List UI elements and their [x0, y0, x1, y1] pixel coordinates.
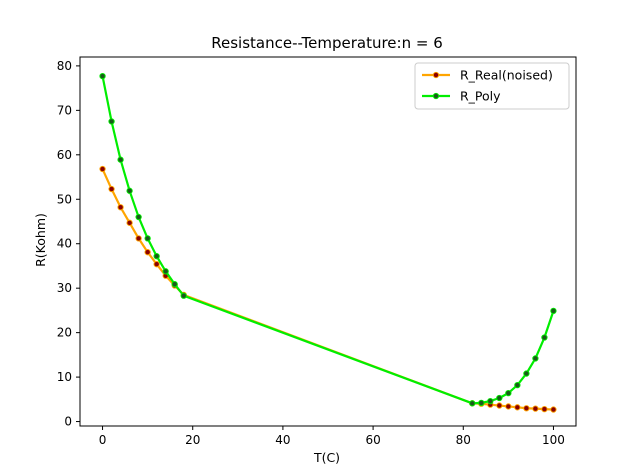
- x-tick-label: 0: [99, 433, 107, 447]
- data-point: [99, 72, 106, 80]
- data-point: [153, 253, 160, 260]
- y-tick-label: 30: [57, 281, 72, 295]
- data-point: [505, 403, 512, 410]
- data-point: [153, 261, 160, 268]
- data-point: [171, 281, 178, 288]
- legend-box: [414, 62, 570, 110]
- y-tick-label: 20: [57, 326, 72, 340]
- y-tick-label: 10: [57, 370, 72, 384]
- x-tick-label: 40: [275, 433, 290, 447]
- data-point: [541, 405, 548, 413]
- legend: R_Real(noised) R_Poly: [414, 62, 570, 110]
- x-tick-label: 100: [542, 433, 565, 447]
- data-point: [108, 185, 115, 193]
- data-point: [514, 404, 521, 411]
- y-tick-label: 40: [57, 237, 72, 251]
- data-point: [523, 370, 530, 377]
- legend-label: R_Real(noised): [460, 68, 553, 83]
- data-point: [550, 307, 557, 314]
- data-point: [126, 219, 133, 226]
- legend-label: R_Poly: [460, 89, 501, 104]
- chart-title: Resistance--Temperature:n = 6: [211, 34, 443, 52]
- data-point: [135, 213, 142, 221]
- data-point: [523, 405, 530, 412]
- axes: 0 20 40 60 80 100 0 10 20 30 40 50 60 70 80: [57, 56, 577, 447]
- y-tick-label: 80: [57, 59, 72, 73]
- data-point: [469, 400, 476, 407]
- series-line-0: [101, 167, 555, 411]
- data-point: [126, 187, 133, 194]
- data-point: [135, 235, 142, 242]
- data-point: [162, 268, 169, 275]
- data-point: [532, 355, 539, 362]
- plot-area: [99, 72, 557, 413]
- data-point: [108, 118, 115, 125]
- data-point: [117, 156, 124, 163]
- x-tick-label: 20: [185, 433, 200, 447]
- data-point: [180, 292, 187, 299]
- data-point: [144, 235, 151, 242]
- y-tick-label: 50: [57, 192, 72, 206]
- y-axis-title: R(Kohm): [33, 213, 48, 267]
- y-tick-label: 70: [57, 103, 72, 117]
- y-tick-label: 60: [57, 148, 72, 162]
- data-point: [487, 397, 494, 405]
- data-point: [532, 405, 539, 412]
- series-line-1: [101, 75, 555, 405]
- data-point: [496, 402, 503, 409]
- data-point: [505, 389, 512, 397]
- data-point: [514, 381, 521, 389]
- data-point: [144, 249, 151, 256]
- data-point: [117, 204, 124, 211]
- x-axis-title: T(C): [313, 450, 340, 465]
- data-point: [541, 334, 548, 341]
- x-tick-label: 60: [365, 433, 380, 447]
- legend-marker: [432, 71, 440, 79]
- data-point: [496, 394, 503, 402]
- data-point: [478, 399, 485, 407]
- legend-marker: [432, 92, 440, 100]
- y-tick-label: 0: [64, 415, 72, 429]
- plot-frame: [79, 56, 577, 427]
- data-point: [99, 165, 106, 173]
- data-point: [550, 406, 557, 413]
- x-tick-label: 80: [456, 433, 471, 447]
